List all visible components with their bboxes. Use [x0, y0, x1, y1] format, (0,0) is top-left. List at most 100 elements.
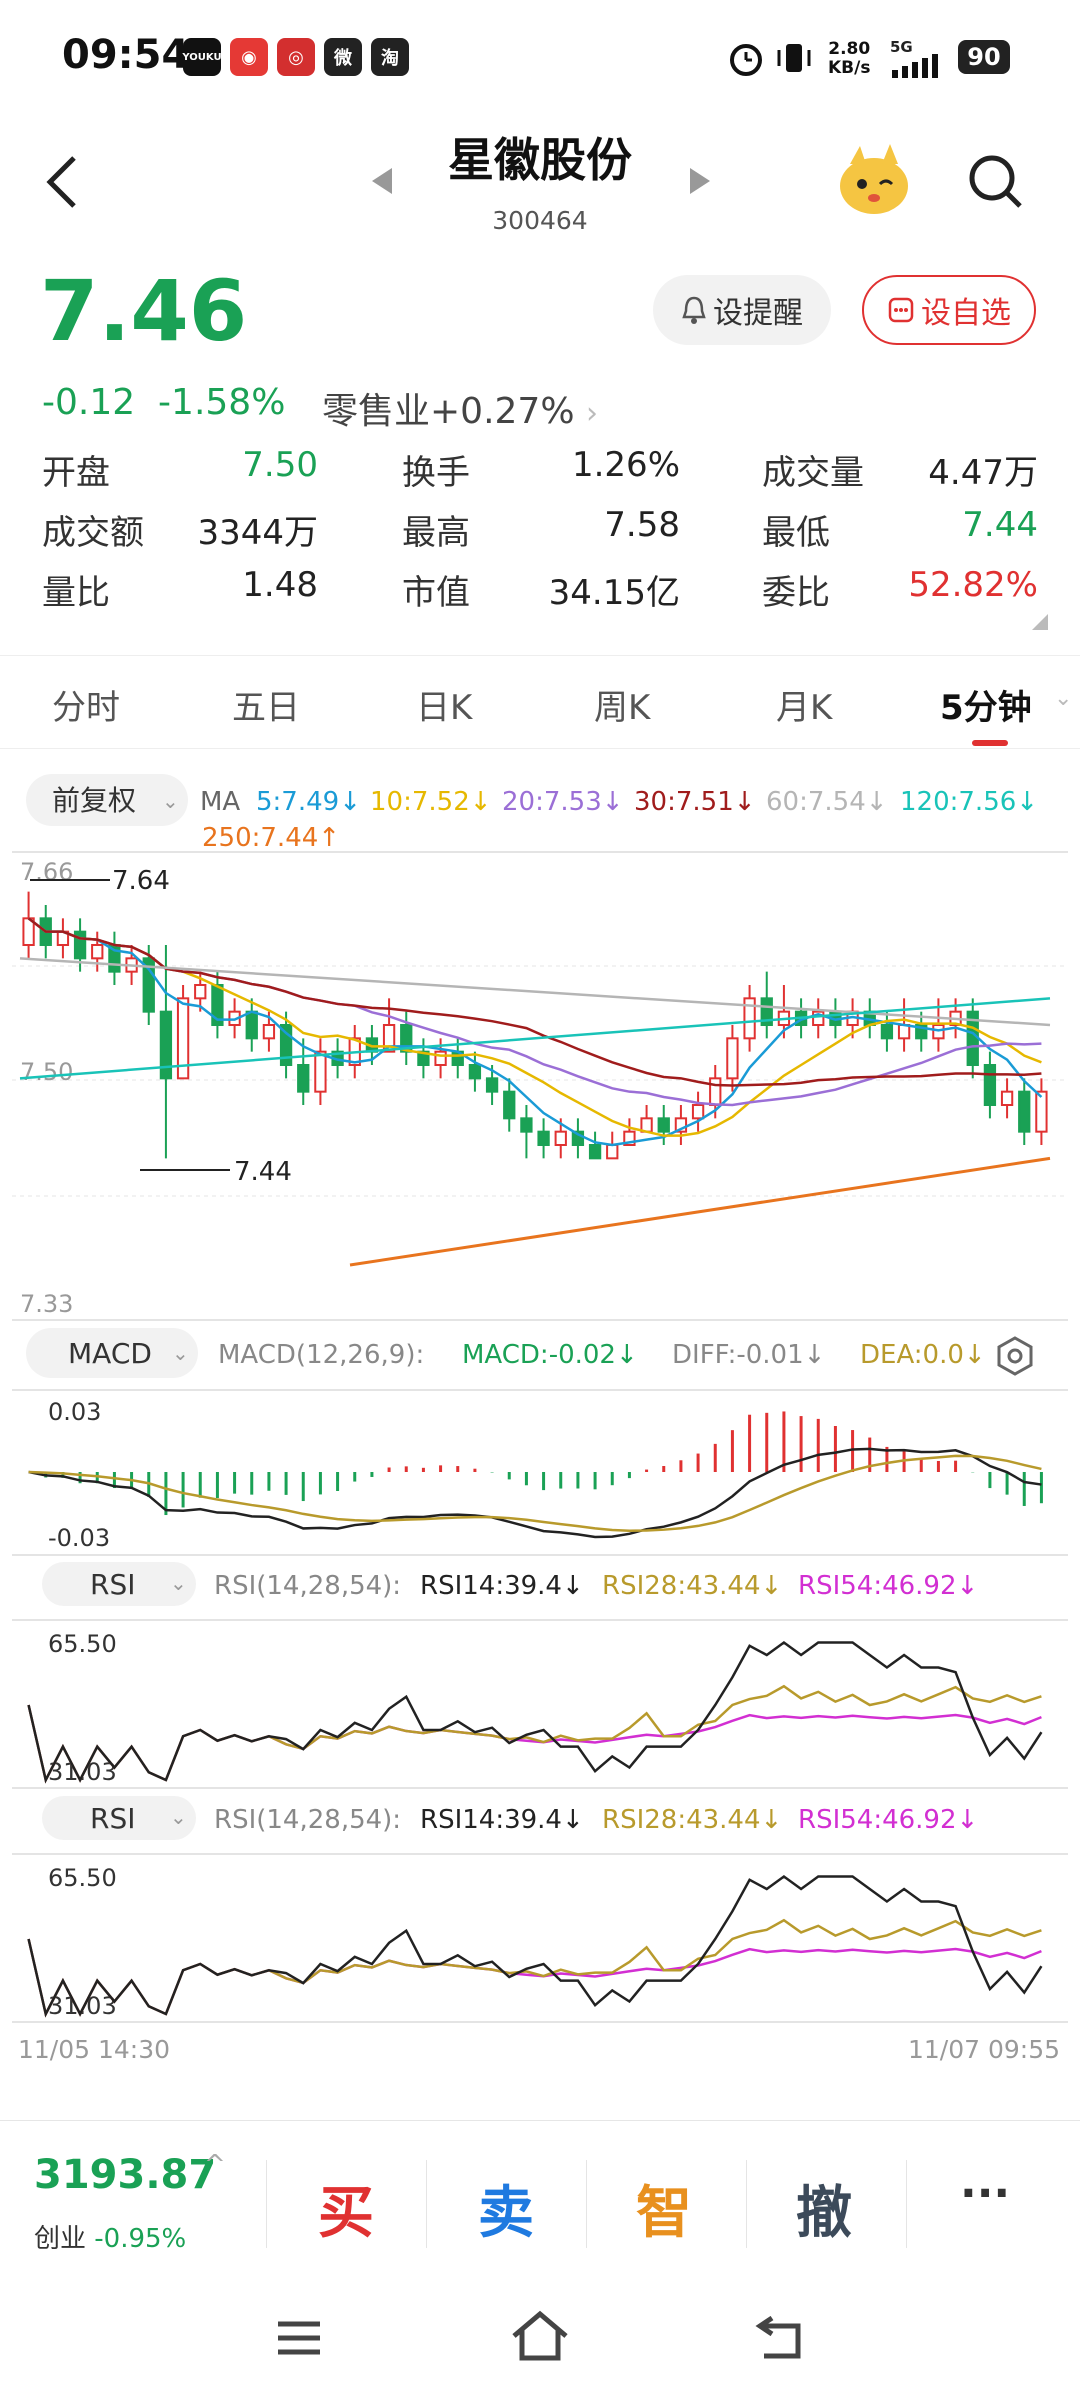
- candle-body: [1035, 1090, 1048, 1133]
- candle-body: [897, 1024, 911, 1040]
- candles-layer: [22, 891, 1048, 1160]
- taobao-app-icon: 淘: [371, 38, 409, 76]
- candle-body: [485, 1077, 499, 1093]
- chevron-right-icon: ›: [586, 396, 598, 431]
- price-change: -0.12 -1.58%: [42, 382, 286, 423]
- search-icon[interactable]: [966, 152, 1026, 212]
- candle-body: [571, 1130, 585, 1146]
- ma60-value: 60:7.54↓: [766, 787, 888, 817]
- rsi-axis-top: 65.50: [48, 1630, 117, 1658]
- stat-label: 成交量: [762, 453, 864, 493]
- macd-indicator-button[interactable]: [26, 1328, 198, 1378]
- cancel-order-button[interactable]: 撤: [796, 2181, 852, 2246]
- candle-body: [73, 930, 87, 960]
- chevron-down-icon: ⌄: [170, 1571, 187, 1595]
- menu-icon[interactable]: [274, 2318, 324, 2358]
- candle-body: [623, 1130, 636, 1146]
- candle-body: [691, 1104, 705, 1120]
- expand-corner-icon[interactable]: [1030, 612, 1050, 632]
- candle-body: [468, 1064, 482, 1080]
- status-time: 09:54: [62, 32, 190, 78]
- tab-5min[interactable]: 5分钟: [940, 688, 1032, 728]
- candle-body: [983, 1064, 997, 1106]
- tab-daily-k[interactable]: 日K: [416, 688, 473, 728]
- settings-gear-icon[interactable]: [997, 1336, 1033, 1376]
- index-value[interactable]: 3193.87: [34, 2152, 217, 2198]
- stat-value: 1.26%: [571, 445, 680, 485]
- candle-body: [537, 1130, 550, 1146]
- ma-label: MA: [200, 787, 240, 817]
- add-watchlist-button[interactable]: 设自选: [862, 275, 1036, 345]
- rsi28-value-2: RSI28:43.44↓: [602, 1805, 782, 1835]
- price-axis-bottom: 7.33: [20, 1290, 73, 1318]
- rsi14-line: [27, 1640, 1043, 1784]
- active-tab-indicator: [972, 740, 1008, 746]
- candle-body: [22, 917, 35, 946]
- more-icon[interactable]: ···: [960, 2168, 1011, 2219]
- stat-label: 量比: [42, 573, 110, 613]
- bottom-action-bar: [0, 2120, 1080, 2281]
- next-stock-icon[interactable]: [688, 166, 712, 196]
- ma30-value: 30:7.51↓: [634, 787, 756, 817]
- divider: [746, 2160, 747, 2248]
- candle-body: [1000, 1090, 1014, 1106]
- ma120-line: [19, 997, 1051, 1080]
- stat-value: 3344万: [197, 513, 318, 553]
- candle-body: [812, 1010, 825, 1027]
- ma-legend: MA 5:7.49↓ 10:7.52↓ 20:7.53↓ 30:7.51↓ 60…: [200, 787, 1038, 853]
- ma250-value: 250:7.44↑: [202, 823, 340, 853]
- rsi-layer-2: [27, 1874, 1043, 2018]
- candle-body: [606, 1144, 619, 1160]
- ma-lines-layer: [19, 917, 1051, 1267]
- chevron-down-icon: ⌄: [162, 789, 179, 813]
- divider: [586, 2160, 587, 2248]
- diff-value: DIFF:-0.01↓: [672, 1340, 825, 1370]
- price-axis-mid: 7.50: [20, 1058, 73, 1086]
- prev-stock-icon[interactable]: [370, 166, 394, 196]
- sell-button[interactable]: 卖: [478, 2181, 534, 2246]
- candle-body: [194, 984, 207, 1000]
- candle-body: [588, 1144, 602, 1160]
- candle-body: [91, 944, 104, 960]
- back-icon[interactable]: [40, 150, 84, 214]
- adjust-mode-button[interactable]: [26, 774, 188, 826]
- rsi-indicator-button[interactable]: [42, 1562, 196, 1606]
- candle-body: [760, 997, 773, 1026]
- news-app-icon: ◉: [230, 38, 268, 76]
- tab-weekly-k[interactable]: 周K: [594, 688, 651, 728]
- tab-five-day[interactable]: 五日: [232, 688, 300, 728]
- stock-code: 300464: [492, 206, 588, 235]
- home-icon[interactable]: [510, 2310, 570, 2364]
- tab-intraday[interactable]: 分时: [52, 688, 120, 728]
- buy-button[interactable]: 买: [318, 2181, 374, 2246]
- dea-line: [28, 1454, 1042, 1532]
- chevron-up-icon[interactable]: ^: [204, 2150, 226, 2180]
- tab-monthly-k[interactable]: 月K: [776, 688, 833, 728]
- youku-app-icon: YOUKU: [182, 38, 222, 76]
- candle-body: [262, 1024, 276, 1040]
- stat-label: 换手: [402, 453, 470, 493]
- current-price: 7.46: [40, 262, 248, 360]
- rsi-params-2: RSI(14,28,54):: [214, 1805, 401, 1835]
- diff-line: [28, 1447, 1042, 1539]
- stat-label: 最低: [762, 513, 830, 553]
- tab-more-icon[interactable]: ⌄: [1054, 686, 1073, 711]
- kline-chart-area[interactable]: 前复权 ⌄ MA 5:7.49↓ 10:7.52↓ 20:7.53↓ 30:7.…: [0, 760, 1080, 2070]
- stat-value: 7.50: [242, 445, 318, 485]
- candle-body: [709, 1077, 722, 1107]
- candle-body: [297, 1064, 310, 1093]
- mascot-icon[interactable]: [834, 140, 914, 220]
- rsi-layer: [27, 1640, 1043, 1784]
- sector-link[interactable]: 零售业+0.27% ›: [322, 391, 598, 432]
- back-nav-icon[interactable]: [752, 2316, 808, 2360]
- chevron-down-icon: ⌄: [172, 1341, 189, 1365]
- candle-body: [880, 1024, 894, 1040]
- candle-body: [382, 1024, 396, 1053]
- rsi-indicator-button-2[interactable]: [42, 1796, 196, 1840]
- signal-type: 5G: [890, 38, 913, 56]
- candle-body: [674, 1117, 688, 1133]
- vibrate-icon: [777, 44, 811, 72]
- candle-body: [245, 1010, 258, 1040]
- smart-button[interactable]: 智: [636, 2181, 692, 2246]
- set-alert-button[interactable]: 设提醒: [653, 275, 831, 345]
